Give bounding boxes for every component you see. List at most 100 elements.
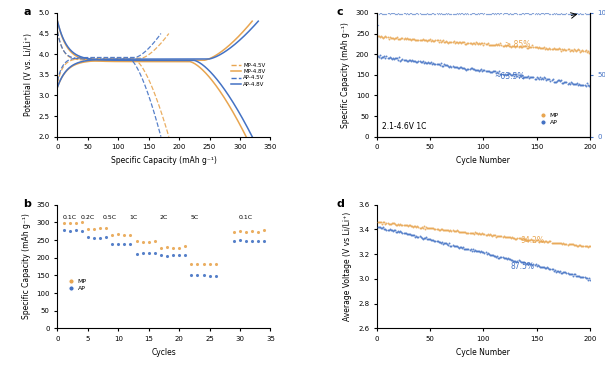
Point <box>581 11 590 17</box>
Point <box>521 74 531 80</box>
Point <box>459 39 468 45</box>
Point <box>511 11 520 17</box>
Point <box>539 265 549 270</box>
Point <box>413 10 422 16</box>
Point <box>396 36 405 42</box>
Point <box>417 37 427 42</box>
Point <box>414 234 424 239</box>
Point <box>440 11 450 17</box>
Point <box>441 11 451 17</box>
Point <box>456 244 466 250</box>
Point <box>517 10 526 16</box>
Point <box>427 225 436 231</box>
Point <box>551 10 561 16</box>
Point <box>427 38 436 44</box>
Point <box>385 55 394 61</box>
Point <box>517 259 526 265</box>
Point <box>401 57 411 63</box>
Point <box>77 228 87 234</box>
Point <box>435 239 445 245</box>
Point <box>561 47 571 53</box>
Point <box>397 35 407 41</box>
Point <box>162 244 172 250</box>
Point <box>402 58 411 63</box>
Point <box>452 243 462 249</box>
Point <box>549 45 558 51</box>
Point <box>480 68 489 73</box>
Point <box>564 241 574 247</box>
Point <box>460 246 470 252</box>
Point <box>525 11 535 17</box>
Point <box>374 55 384 61</box>
Point <box>445 240 454 246</box>
Point <box>473 231 483 237</box>
Point <box>469 248 479 254</box>
Point <box>437 227 446 232</box>
Point <box>551 269 561 275</box>
Point <box>401 36 411 42</box>
Point <box>425 225 435 231</box>
Point <box>501 72 511 77</box>
Point <box>376 10 386 16</box>
Point <box>553 11 563 17</box>
Point <box>574 46 583 52</box>
Point <box>520 73 530 79</box>
Point <box>519 11 529 17</box>
Point <box>565 11 575 17</box>
Point <box>434 39 443 45</box>
Point <box>459 11 468 17</box>
Point <box>433 238 442 244</box>
Point <box>386 35 396 41</box>
Point <box>71 220 80 226</box>
Point <box>519 74 529 80</box>
Point <box>453 228 463 234</box>
Point <box>526 261 536 267</box>
Point <box>537 45 547 51</box>
Point <box>490 68 500 73</box>
Point <box>578 11 588 17</box>
Point <box>498 11 508 17</box>
Point <box>540 10 550 16</box>
Point <box>480 10 489 16</box>
Point <box>520 236 530 242</box>
Point <box>552 268 561 273</box>
Point <box>420 37 430 43</box>
Point <box>430 225 439 231</box>
Point <box>583 277 592 283</box>
Point <box>555 240 565 246</box>
Point <box>486 11 495 17</box>
Point <box>584 243 594 249</box>
Point <box>522 260 532 266</box>
Point <box>59 220 68 226</box>
Point <box>476 41 486 46</box>
Point <box>528 42 537 48</box>
Point <box>388 35 397 41</box>
Point <box>432 37 442 43</box>
Point <box>459 230 469 235</box>
Point <box>433 61 442 67</box>
Point <box>554 45 564 51</box>
Point <box>509 258 519 263</box>
Point <box>494 255 503 261</box>
Point <box>457 229 467 235</box>
Point <box>553 46 563 52</box>
Point <box>462 41 471 46</box>
Point <box>417 59 427 65</box>
Point <box>408 232 418 238</box>
Point <box>420 59 430 65</box>
Point <box>532 11 541 17</box>
Point <box>235 237 245 243</box>
Point <box>489 253 499 259</box>
X-axis label: Cycle Number: Cycle Number <box>456 348 511 356</box>
Point <box>399 36 408 42</box>
Point <box>414 225 424 231</box>
Point <box>572 47 582 53</box>
Point <box>548 11 557 17</box>
Point <box>504 70 514 76</box>
Point <box>390 35 400 41</box>
Point <box>490 10 500 16</box>
Point <box>526 75 536 80</box>
Point <box>547 46 557 52</box>
Point <box>428 237 437 243</box>
Point <box>515 258 525 264</box>
